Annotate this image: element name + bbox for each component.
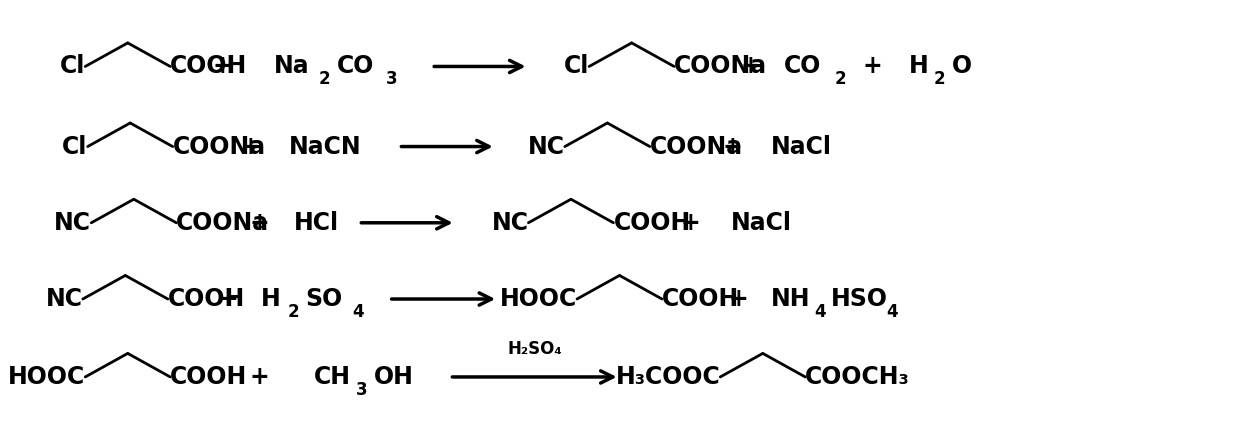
Text: CO: CO <box>783 55 820 79</box>
Text: NaCN: NaCN <box>289 135 362 159</box>
Text: +: + <box>219 287 239 311</box>
Text: Cl: Cl <box>564 55 589 79</box>
Text: COOH: COOH <box>613 211 690 235</box>
Text: NH: NH <box>771 287 810 311</box>
Text: +: + <box>741 55 761 79</box>
Text: COOH: COOH <box>170 55 248 79</box>
Text: COONa: COONa <box>176 211 269 235</box>
Text: NaCl: NaCl <box>771 135 833 159</box>
Text: CO: CO <box>337 55 374 79</box>
Text: +: + <box>722 135 742 159</box>
Text: COOH: COOH <box>167 287 245 311</box>
Text: 2: 2 <box>287 303 300 321</box>
Text: COONa: COONa <box>649 135 743 159</box>
Text: OH: OH <box>374 365 414 389</box>
Text: +: + <box>213 55 233 79</box>
Text: HOOC: HOOC <box>499 287 577 311</box>
Text: Cl: Cl <box>62 135 88 159</box>
Text: 3: 3 <box>356 381 368 399</box>
Text: COONa: COONa <box>172 135 266 159</box>
Text: COOH: COOH <box>662 287 740 311</box>
Text: H: H <box>261 287 281 311</box>
Text: 3: 3 <box>387 70 398 88</box>
Text: HCl: HCl <box>294 211 339 235</box>
Text: 2: 2 <box>834 70 846 88</box>
Text: 2: 2 <box>934 70 945 88</box>
Text: Na: Na <box>274 55 309 79</box>
Text: H₂SO₄: H₂SO₄ <box>507 340 561 357</box>
Text: +: + <box>249 211 269 235</box>
Text: 2: 2 <box>318 70 330 88</box>
Text: NC: NC <box>55 211 92 235</box>
Text: CH: CH <box>313 365 351 389</box>
Text: 4: 4 <box>352 303 364 321</box>
Text: HSO: HSO <box>831 287 888 311</box>
Text: COOCH₃: COOCH₃ <box>805 365 909 389</box>
Text: NaCl: NaCl <box>731 211 792 235</box>
Text: +: + <box>680 211 700 235</box>
Text: 4: 4 <box>887 303 898 321</box>
Text: COONa: COONa <box>674 55 767 79</box>
Text: O: O <box>953 55 973 79</box>
Text: +: + <box>249 365 269 389</box>
Text: COOH: COOH <box>170 365 248 389</box>
Text: NC: NC <box>492 211 528 235</box>
Text: NC: NC <box>46 287 83 311</box>
Text: 4: 4 <box>814 303 825 321</box>
Text: Cl: Cl <box>59 55 85 79</box>
Text: +: + <box>729 287 748 311</box>
Text: +: + <box>240 135 260 159</box>
Text: SO: SO <box>305 287 342 311</box>
Text: +: + <box>862 55 882 79</box>
Text: HOOC: HOOC <box>7 365 85 389</box>
Text: H: H <box>908 55 928 79</box>
Text: NC: NC <box>528 135 565 159</box>
Text: H₃COOC: H₃COOC <box>616 365 720 389</box>
